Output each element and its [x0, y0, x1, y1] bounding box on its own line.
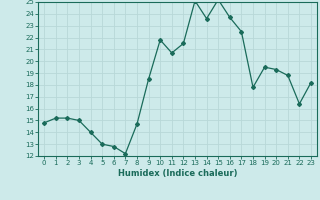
X-axis label: Humidex (Indice chaleur): Humidex (Indice chaleur) [118, 169, 237, 178]
